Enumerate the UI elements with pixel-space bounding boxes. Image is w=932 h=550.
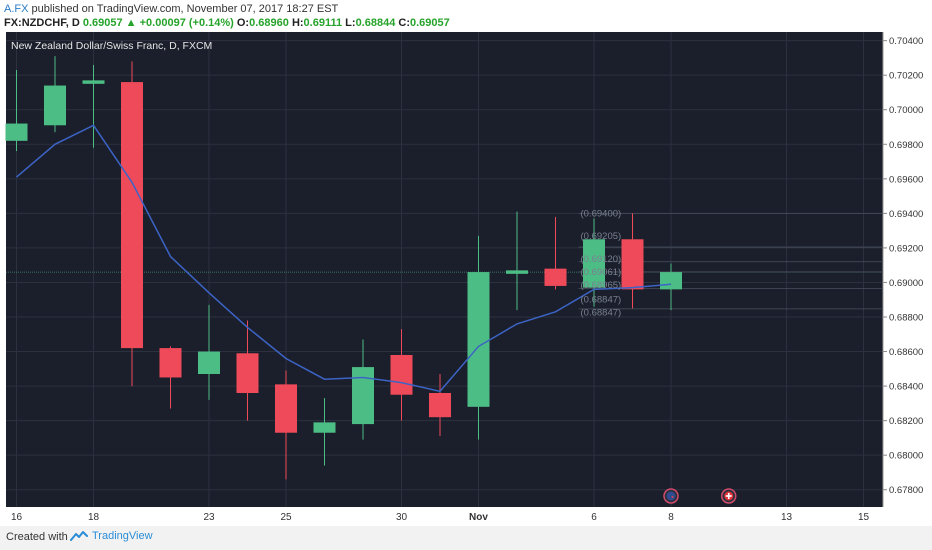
nz-flag-fill xyxy=(666,491,676,501)
y-tick-label: 0.68800 xyxy=(889,313,923,324)
price-annotation-label: (0.69120) xyxy=(581,254,622,265)
x-tick-label: 15 xyxy=(858,512,870,523)
created-with-text: Created with xyxy=(6,531,68,543)
candle-down[interactable] xyxy=(236,353,259,393)
candle-up[interactable] xyxy=(583,239,605,288)
y-tick-label: 0.68400 xyxy=(889,382,923,393)
x-tick-label: 25 xyxy=(280,512,292,523)
x-tick-label: 30 xyxy=(396,512,408,523)
y-tick-label: 0.69800 xyxy=(889,140,923,151)
candle-up[interactable] xyxy=(506,270,528,274)
ohlc-summary: FX:NZDCHF, D 0.69057 ▲ +0.00097 (+0.14%)… xyxy=(4,17,450,29)
high-label: H: xyxy=(291,17,304,29)
open-label: O: xyxy=(236,17,250,29)
close-value: 0.69057 xyxy=(410,17,450,29)
y-tick-label: 0.68600 xyxy=(889,347,923,358)
y-tick-label: 0.69200 xyxy=(889,243,923,254)
low-label: L: xyxy=(345,17,356,29)
low-value: 0.68844 xyxy=(355,17,396,29)
candle-up[interactable] xyxy=(352,367,374,425)
x-tick-label: 18 xyxy=(88,512,100,523)
open-value: 0.68960 xyxy=(249,17,289,29)
ch-cross-h xyxy=(725,495,732,497)
candle-up[interactable] xyxy=(82,80,105,84)
y-tick-label: 0.70400 xyxy=(889,36,923,47)
candle-up[interactable] xyxy=(467,272,490,407)
change-value: +0.00097 (+0.14%) xyxy=(139,17,234,29)
candle-up[interactable] xyxy=(44,85,66,126)
publish-info: A.FX published on TradingView.com, Novem… xyxy=(4,3,338,15)
candle-down[interactable] xyxy=(544,268,567,286)
x-tick-label: 8 xyxy=(668,512,674,523)
tradingview-logo-icon xyxy=(70,531,88,541)
y-tick-label: 0.68000 xyxy=(889,451,923,462)
x-tick-label: Nov xyxy=(469,512,488,523)
candle-down[interactable] xyxy=(275,384,297,433)
y-tick-label: 0.69000 xyxy=(889,278,923,289)
symbol-label: FX:NZDCHF, D xyxy=(4,17,80,29)
candle-up[interactable] xyxy=(198,351,220,374)
published-text: published on TradingView.com, November 0… xyxy=(31,3,339,15)
candle-down[interactable] xyxy=(621,239,644,290)
x-tick-label: 23 xyxy=(203,512,215,523)
close-label: C: xyxy=(398,17,410,29)
moving-average-line xyxy=(16,124,672,393)
price-annotation-label: (0.68847) xyxy=(581,308,622,319)
candle-up[interactable] xyxy=(5,123,28,141)
brand-name: TradingView xyxy=(92,530,153,542)
tradingview-brand[interactable]: TradingView xyxy=(70,530,153,542)
chart-area[interactable]: 0.70400 0.70200 0.70000 0.69800 0.69600 0.694… xyxy=(0,32,932,526)
price-annotation-label: (0.68965) xyxy=(581,280,622,291)
candle-up[interactable] xyxy=(660,272,682,290)
last-price: 0.69057 xyxy=(82,17,123,29)
y-tick-label: 0.70000 xyxy=(889,105,923,116)
x-tick-label: 6 xyxy=(591,512,597,523)
candle-down[interactable] xyxy=(390,355,413,395)
y-tick-label: 0.70200 xyxy=(889,71,923,82)
candle-down[interactable] xyxy=(159,348,182,378)
price-annotation-label: (0.69205) xyxy=(581,231,622,242)
change-up-icon: ▲ xyxy=(125,17,137,29)
chart-title: New Zealand Dollar/Swiss Franc, D, FXCM xyxy=(11,40,212,52)
nz-flag-star xyxy=(671,496,674,498)
price-annotation-label: (0.68847) xyxy=(581,295,622,306)
candle-down[interactable] xyxy=(429,393,451,418)
footer-bar: Created with TradingView xyxy=(0,526,932,550)
candle-up[interactable] xyxy=(313,422,336,433)
candlestick-chart[interactable]: 0.70400 0.70200 0.70000 0.69800 0.69600 0.694… xyxy=(0,32,932,526)
plot-background xyxy=(6,32,883,507)
x-tick-label: 13 xyxy=(781,512,793,523)
x-tick-label: 16 xyxy=(11,512,23,523)
price-annotation-label: (0.69061) xyxy=(581,267,622,278)
y-tick-label: 0.67800 xyxy=(889,485,923,496)
author-link[interactable]: A.FX xyxy=(4,3,29,15)
y-tick-label: 0.69600 xyxy=(889,174,923,185)
y-tick-label: 0.68200 xyxy=(889,416,923,427)
price-annotation-label: (0.69400) xyxy=(581,208,622,219)
chart-header: A.FX published on TradingView.com, Novem… xyxy=(0,0,932,32)
y-tick-label: 0.69400 xyxy=(889,209,923,220)
candle-down[interactable] xyxy=(121,82,143,349)
high-value: 0.69111 xyxy=(303,17,343,29)
